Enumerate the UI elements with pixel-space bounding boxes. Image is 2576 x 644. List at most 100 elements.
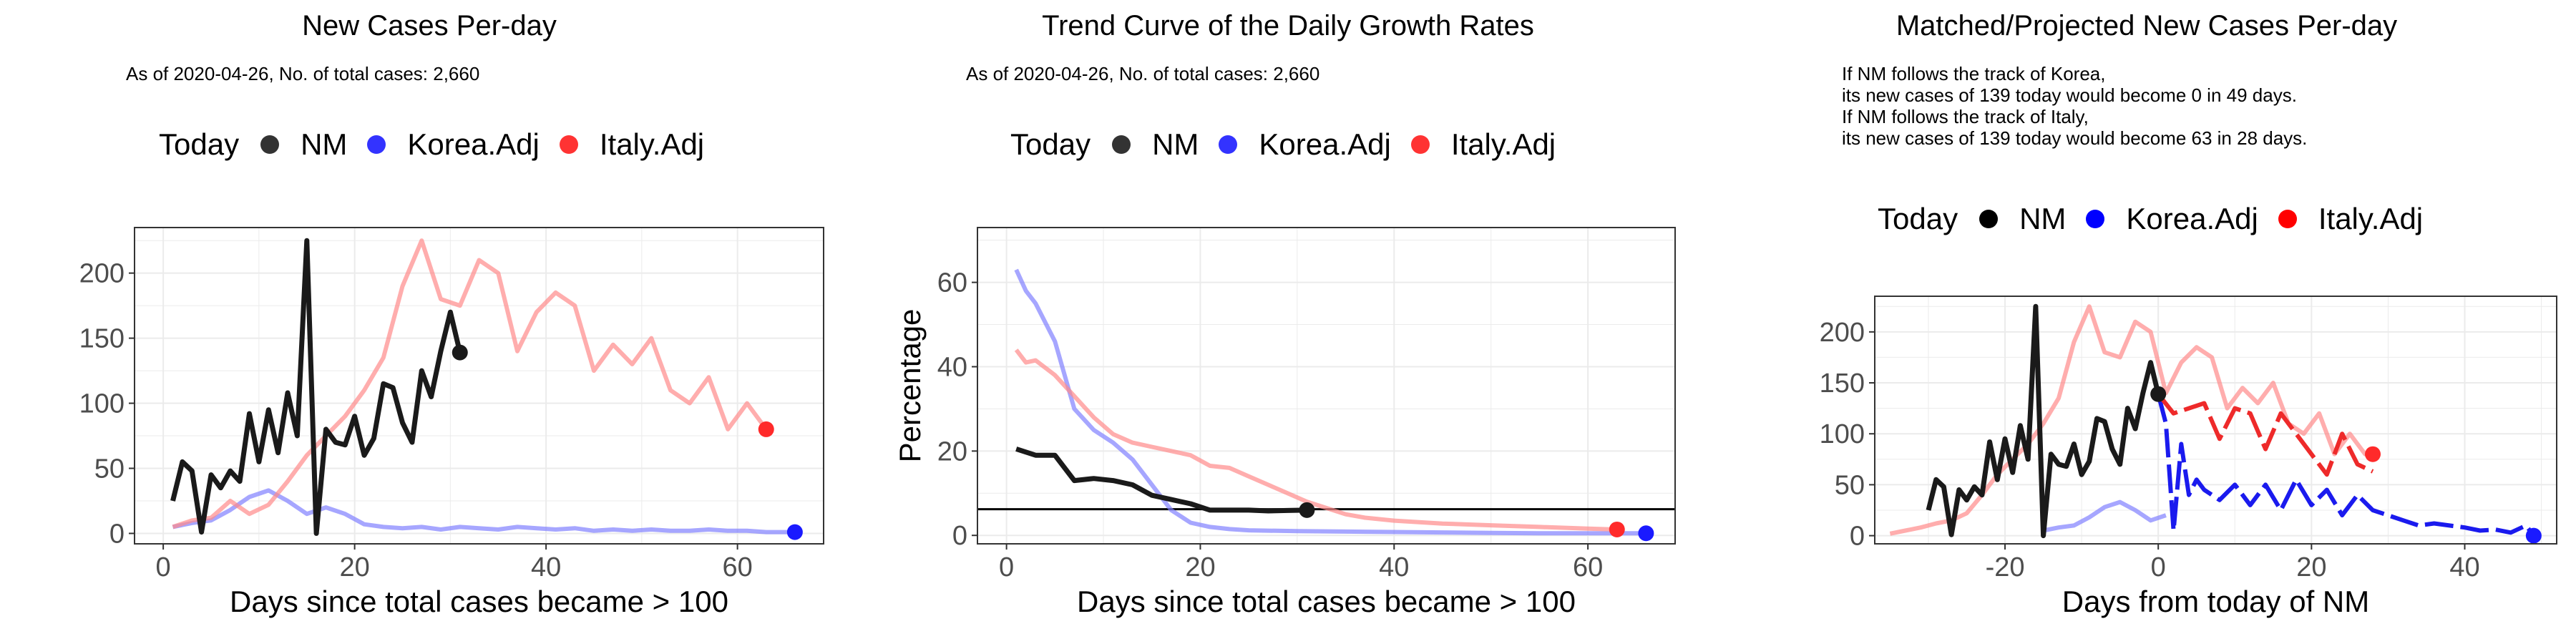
chart-title: Trend Curve of the Daily Growth Rates <box>1042 10 1534 42</box>
series-line-italy-adj <box>172 238 769 530</box>
y-tick-label: 100 <box>1820 419 1865 449</box>
y-tick-label: 50 <box>1835 470 1865 500</box>
chart-svg: -20 0 20 40 0 50 100 150 200 Days from today of N… <box>1820 296 2557 618</box>
legend-dot-korea <box>2086 210 2105 228</box>
legend: Today NM Korea.Adj Italy.Adj <box>1878 202 2443 236</box>
today-point-korea-adj <box>1638 525 1654 542</box>
legend-item-italy: Italy.Adj <box>1410 127 1556 162</box>
grid <box>135 228 824 544</box>
legend-item-nm: NM <box>1112 127 1199 162</box>
legend-label-italy: Italy.Adj <box>599 127 705 161</box>
y-tick-label: 200 <box>1820 318 1865 348</box>
legend: Today NM Korea.Adj Italy.Adj <box>159 127 724 162</box>
legend-dot-korea <box>1219 135 1238 154</box>
legend: Today NM Korea.Adj Italy.Adj <box>1010 127 1576 162</box>
chart-title: Matched/Projected New Cases Per-day <box>1896 10 2398 42</box>
legend-item-korea: Korea.Adj <box>2086 202 2258 236</box>
legend-dot-nm <box>1979 210 1999 228</box>
series-line-nm <box>170 238 463 536</box>
plot-border <box>977 227 1676 545</box>
x-tick-label: 60 <box>1573 552 1603 582</box>
subtitle-line: As of 2020-04-26, No. of total cases: 2,… <box>126 63 480 84</box>
series-line-italy-adj <box>1889 304 2373 536</box>
legend-item-korea: Korea.Adj <box>1219 127 1391 162</box>
x-tick-label: -20 <box>1986 552 2025 582</box>
legend-item-korea: Korea.Adj <box>367 127 540 162</box>
today-point-italy-adj <box>2365 446 2381 462</box>
chart-subtitle: As of 2020-04-26, No. of total cases: 2,… <box>126 63 479 84</box>
legend-dot-korea <box>367 135 386 154</box>
y-tick-label: 0 <box>109 519 125 549</box>
x-tick-label: 40 <box>1379 552 1409 582</box>
legend-dot-italy <box>2278 210 2297 228</box>
plot-border <box>1874 296 2557 545</box>
x-axis-title: Days from today of NM <box>2062 585 2369 618</box>
y-tick-label: 60 <box>937 268 967 298</box>
legend-item-italy: Italy.Adj <box>559 127 705 162</box>
grid <box>977 228 1675 544</box>
chart-title: New Cases Per-day <box>302 10 557 42</box>
legend-label-italy: Italy.Adj <box>1450 127 1556 161</box>
y-tick-label: 0 <box>1850 522 1865 552</box>
projection-line-korea-adj <box>2156 393 2536 537</box>
today-point-nm <box>1299 502 1315 518</box>
x-tick-label: 0 <box>156 552 171 582</box>
y-tick-label: 0 <box>952 521 967 551</box>
projection-line-italy-adj <box>2156 392 2374 477</box>
series-line-italy-adj <box>1014 348 1617 532</box>
x-tick-label: 20 <box>339 552 369 582</box>
y-tick-label: 100 <box>79 389 125 419</box>
series-line-nm <box>1015 447 1307 514</box>
series-group <box>1014 268 1646 536</box>
subtitle-line: If NM follows the track of Korea, <box>1842 63 2106 84</box>
x-tick-label: 40 <box>531 552 561 582</box>
legend-label-korea: Korea.Adj <box>1259 127 1391 161</box>
y-tick-label: 20 <box>937 436 967 467</box>
legend-item-nm: NM <box>260 127 347 162</box>
legend-title: Today <box>159 127 240 161</box>
legend-label-nm: NM <box>2019 202 2067 235</box>
y-tick-label: 40 <box>937 352 967 382</box>
subtitle-line: its new cases of 139 today would become … <box>1842 127 2308 149</box>
series-line-nm <box>1926 303 2161 539</box>
legend-item-nm: NM <box>1979 202 2066 236</box>
subtitle-line: its new cases of 139 today would become … <box>1842 84 2297 106</box>
legend-item-italy: Italy.Adj <box>2278 202 2423 236</box>
legend-dot-italy <box>559 135 578 154</box>
series-line-korea-adj <box>172 488 795 535</box>
legend-title: Today <box>1878 202 1958 235</box>
legend-dot-nm <box>260 135 280 154</box>
x-axis-title: Days since total cases became > 100 <box>230 585 728 618</box>
legend-dot-nm <box>1112 135 1131 154</box>
chart-panel-growth-rates: Trend Curve of the Daily Growth Rates As… <box>859 0 1717 644</box>
y-tick-label: 200 <box>79 259 125 289</box>
today-point-italy-adj <box>1609 521 1625 537</box>
x-axis-title: Days since total cases became > 100 <box>1077 585 1576 618</box>
x-tick-label: 0 <box>2151 552 2166 582</box>
legend-label-nm: NM <box>1152 127 1199 161</box>
series-group <box>1889 303 2536 539</box>
legend-label-nm: NM <box>301 127 348 161</box>
today-point-nm <box>452 344 468 361</box>
series-line-korea-adj <box>2043 499 2167 533</box>
grid <box>1875 296 2557 544</box>
x-tick-label: 20 <box>1185 552 1215 582</box>
legend-label-korea: Korea.Adj <box>407 127 540 161</box>
series-group <box>170 238 795 536</box>
today-point-korea-adj <box>2525 527 2542 544</box>
subtitle-line: As of 2020-04-26, No. of total cases: 2,… <box>966 63 1320 84</box>
today-point-nm <box>2150 386 2167 402</box>
x-tick-label: 20 <box>2296 552 2326 582</box>
y-axis-title: Percentage <box>893 309 927 463</box>
legend-title: Today <box>1010 127 1091 161</box>
chart-panel-new-cases: New Cases Per-day As of 2020-04-26, No. … <box>0 0 859 644</box>
y-tick-label: 150 <box>79 324 125 354</box>
today-point-italy-adj <box>758 421 774 437</box>
today-point-korea-adj <box>786 524 803 540</box>
y-tick-label: 150 <box>1820 369 1865 399</box>
plot-border <box>134 227 824 545</box>
chart-svg: 0 20 40 60 0 50 100 150 200 Days since total case… <box>79 227 824 618</box>
chart-subtitle: If NM follows the track of Korea, its ne… <box>1842 63 2307 149</box>
x-tick-label: 0 <box>999 552 1014 582</box>
